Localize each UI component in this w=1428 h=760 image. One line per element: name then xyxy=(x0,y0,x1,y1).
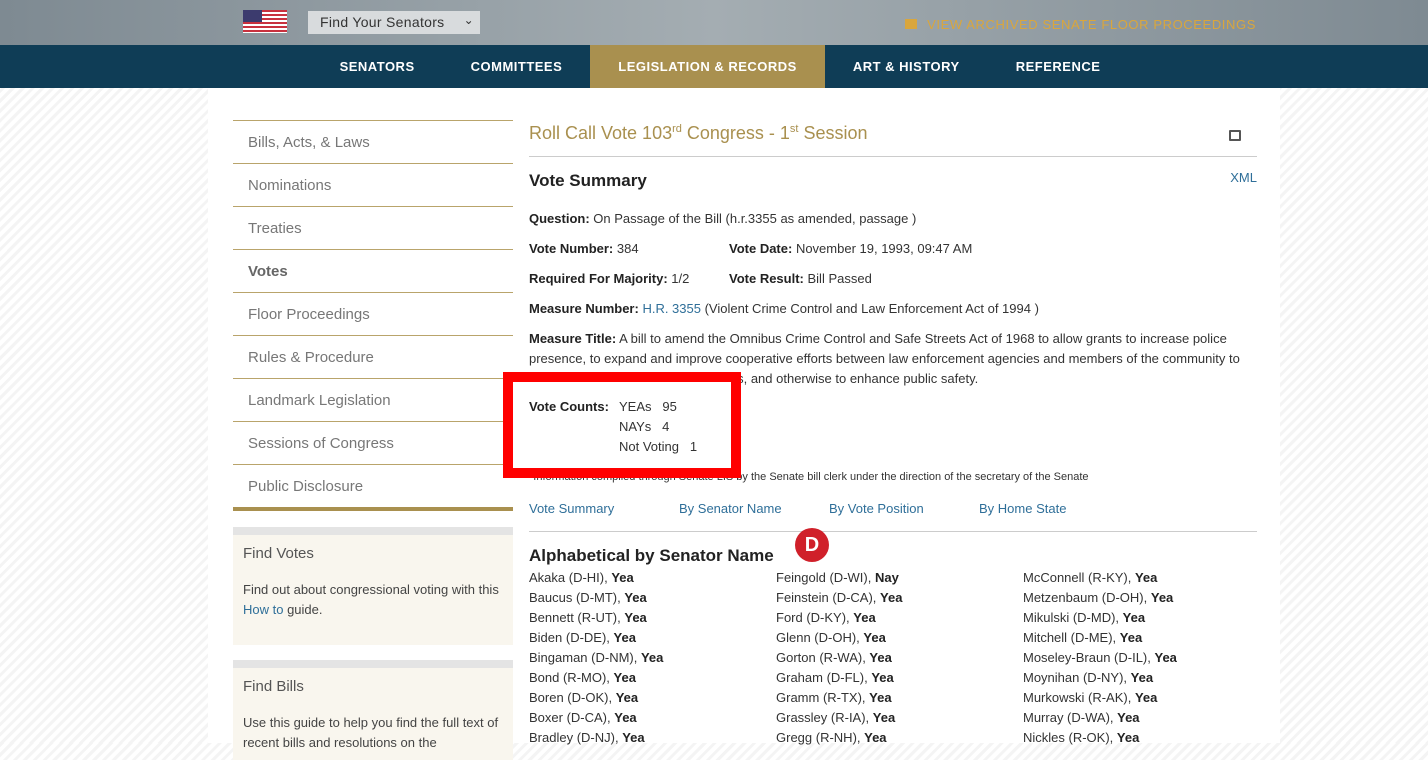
senator-vote: Graham (D-FL), Yea xyxy=(776,670,894,685)
main-content: Roll Call Vote 103rd Congress - 1st Sess… xyxy=(529,120,1257,399)
how-to-link[interactable]: How to xyxy=(243,602,284,617)
senator-vote: Grassley (R-IA), Yea xyxy=(776,710,896,725)
find-votes-box: Find Votes Find out about congressional … xyxy=(233,527,513,645)
senator-vote: Mitchell (D-ME), Yea xyxy=(1023,630,1143,645)
tab-by-vote-position[interactable]: By Vote Position xyxy=(829,501,924,516)
sidebar-item-nominations[interactable]: Nominations xyxy=(233,163,513,206)
senator-column: Akaka (D-HI), Yea Baucus (D-MT), Yea Benne… xyxy=(529,568,776,748)
divider xyxy=(233,507,513,511)
senator-vote: McConnell (R-KY), Yea xyxy=(1023,570,1158,585)
senator-vote: Bennett (R-UT), Yea xyxy=(529,610,647,625)
senator-vote: Nickles (R-OK), Yea xyxy=(1023,730,1140,745)
senator-vote: Akaka (D-HI), Yea xyxy=(529,570,634,585)
sidebar-item-rules[interactable]: Rules & Procedure xyxy=(233,335,513,378)
nav-legislation-records[interactable]: LEGISLATION & RECORDS xyxy=(590,45,825,88)
top-bar: Find Your Senators ⌄ VIEW ARCHIVED SENATE… xyxy=(0,0,1428,45)
senator-column: Feingold (D-WI), Nay Feinstein (D-CA), Ye… xyxy=(776,568,1023,748)
sidebar: Bills, Acts, & Laws Nominations Treaties… xyxy=(233,120,513,511)
senator-vote: Feinstein (D-CA), Yea xyxy=(776,590,903,605)
view-tabs: Vote Summary By Senator Name By Vote Pos… xyxy=(529,501,1257,532)
senator-column: McConnell (R-KY), Yea Metzenbaum (D-OH), … xyxy=(1023,568,1270,748)
senator-vote: Glenn (D-OH), Yea xyxy=(776,630,886,645)
senator-vote: Gregg (R-NH), Yea xyxy=(776,730,887,745)
main-nav: SENATORS COMMITTEES LEGISLATION & RECORD… xyxy=(0,45,1428,88)
senator-vote: Baucus (D-MT), Yea xyxy=(529,590,647,605)
archive-link[interactable]: VIEW ARCHIVED SENATE FLOOR PROCEEDINGS xyxy=(905,17,1256,32)
nav-senators[interactable]: SENATORS xyxy=(339,59,415,74)
find-senators-select[interactable]: Find Your Senators ⌄ xyxy=(308,11,480,34)
senator-vote: Biden (D-DE), Yea xyxy=(529,630,636,645)
video-icon xyxy=(905,19,918,29)
senator-vote: Boren (D-OK), Yea xyxy=(529,690,639,705)
senator-vote: Ford (D-KY), Yea xyxy=(776,610,876,625)
senator-vote: Murray (D-WA), Yea xyxy=(1023,710,1140,725)
senator-vote: Mikulski (D-MD), Yea xyxy=(1023,610,1146,625)
sidebar-item-landmark[interactable]: Landmark Legislation xyxy=(233,378,513,421)
senator-vote: Bond (R-MO), Yea xyxy=(529,670,636,685)
senator-vote-list: Akaka (D-HI), Yea Baucus (D-MT), Yea Benne… xyxy=(529,568,1270,748)
senator-vote: Moynihan (D-NY), Yea xyxy=(1023,670,1154,685)
xml-link[interactable]: XML xyxy=(1230,170,1257,185)
sidebar-item-sessions[interactable]: Sessions of Congress xyxy=(233,421,513,464)
tab-vote-summary[interactable]: Vote Summary xyxy=(529,501,615,516)
chevron-down-icon: ⌄ xyxy=(463,13,474,27)
sidebar-item-public-disclosure[interactable]: Public Disclosure xyxy=(233,464,513,507)
sidebar-item-bills[interactable]: Bills, Acts, & Laws xyxy=(233,120,513,163)
sidebar-item-floor-proceedings[interactable]: Floor Proceedings xyxy=(233,292,513,335)
tab-by-home-state[interactable]: By Home State xyxy=(979,501,1067,516)
alphabetical-heading: Alphabetical by Senator Name xyxy=(529,546,774,565)
senator-vote: Bradley (D-NJ), Yea xyxy=(529,730,645,745)
red-logo-icon[interactable]: D xyxy=(795,528,829,562)
senator-vote: Gorton (R-WA), Yea xyxy=(776,650,892,665)
senator-vote: Bingaman (D-NM), Yea xyxy=(529,650,664,665)
senator-vote: Moseley-Braun (D-IL), Yea xyxy=(1023,650,1177,665)
measure-link[interactable]: H.R. 3355 xyxy=(642,301,701,316)
tab-by-senator-name[interactable]: By Senator Name xyxy=(679,501,782,516)
nav-reference[interactable]: REFERENCE xyxy=(1015,59,1101,74)
page-title: Roll Call Vote 103rd Congress - 1st Sess… xyxy=(529,120,1257,157)
us-flag-icon[interactable] xyxy=(243,10,287,33)
senator-vote: Murkowski (R-AK), Yea xyxy=(1023,690,1158,705)
sidebar-item-treaties[interactable]: Treaties xyxy=(233,206,513,249)
nav-art-history[interactable]: ART & HISTORY xyxy=(852,59,960,74)
find-votes-title: Find Votes xyxy=(243,545,314,562)
senator-vote: Gramm (R-TX), Yea xyxy=(776,690,892,705)
senator-vote: Metzenbaum (D-OH), Yea xyxy=(1023,590,1174,605)
vote-summary-heading: Vote Summary xyxy=(529,171,647,190)
find-bills-title: Find Bills xyxy=(243,678,304,695)
print-icon[interactable] xyxy=(1229,130,1241,141)
senator-vote: Feingold (D-WI), Nay xyxy=(776,570,899,585)
find-bills-box: Find Bills Use this guide to help you fi… xyxy=(233,660,513,760)
sidebar-item-votes[interactable]: Votes xyxy=(233,249,513,292)
senator-vote: Boxer (D-CA), Yea xyxy=(529,710,637,725)
highlight-box xyxy=(503,372,741,478)
nav-committees[interactable]: COMMITTEES xyxy=(470,59,563,74)
